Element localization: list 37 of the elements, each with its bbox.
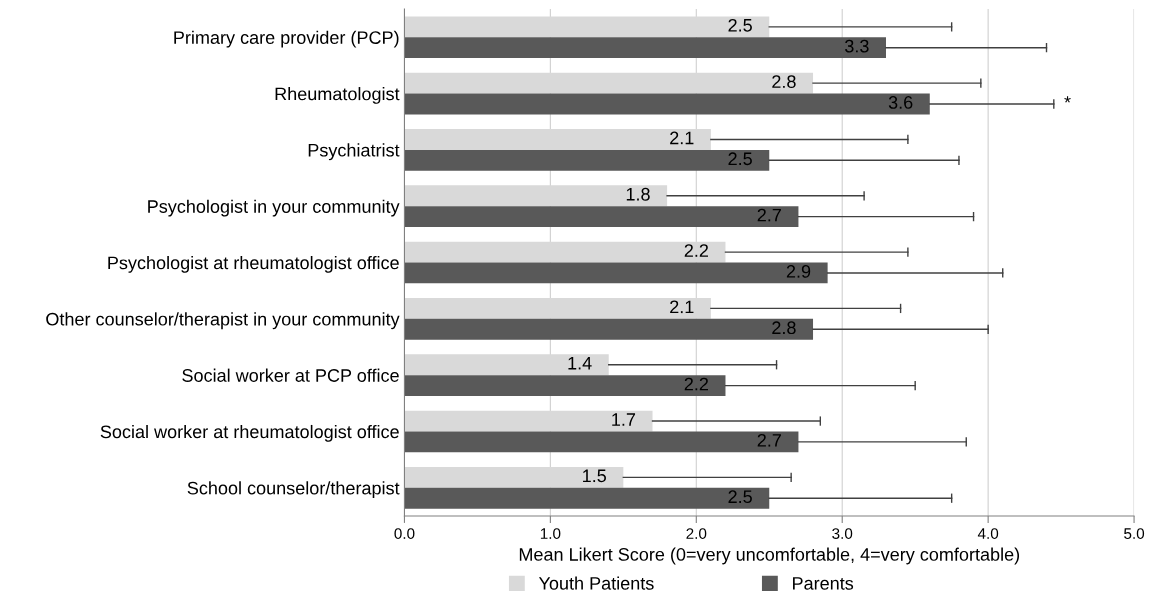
- y-tick-label: Social worker at rheumatologist office: [100, 424, 399, 442]
- x-axis-title: Mean Likert Score (0=very uncomfortable, 4=very comfortable): [519, 547, 1020, 565]
- data-label: 2.1: [670, 300, 694, 314]
- data-label: 2.1: [670, 131, 694, 145]
- y-tick-label: Rheumatologist: [275, 87, 400, 104]
- data-label: 2.5: [728, 490, 752, 504]
- annotation: *: [1064, 96, 1071, 103]
- data-label: 2.7: [757, 208, 781, 222]
- legend-label: Parents: [793, 577, 854, 590]
- x-tick-label: 0.0: [394, 528, 415, 539]
- x-tick-label: 5.0: [1124, 528, 1145, 539]
- x-tick-label: 3.0: [832, 528, 853, 539]
- data-label: 3.3: [845, 39, 869, 53]
- y-tick-label: Psychologist in your community: [148, 199, 400, 217]
- data-label: 3.6: [888, 96, 913, 109]
- y-tick-label: Social worker at PCP office: [182, 368, 399, 382]
- data-label: 2.7: [757, 433, 781, 447]
- x-tick-label: 4.0: [977, 528, 999, 539]
- data-label: 1.4: [568, 356, 592, 370]
- data-label: 2.5: [728, 18, 752, 32]
- data-label: 1.5: [583, 469, 607, 483]
- data-label: 2.9: [786, 265, 811, 278]
- data-label: 2.2: [684, 377, 708, 391]
- data-label: 1.8: [626, 187, 650, 201]
- data-label: 2.2: [684, 244, 708, 257]
- data-label: 1.7: [612, 413, 636, 426]
- data-label: 2.8: [772, 321, 796, 335]
- y-tick-label: Psychologist at rheumatologist office: [108, 255, 399, 273]
- y-tick-label: Other counselor/therapist in your community: [46, 312, 400, 330]
- x-tick-label: 2.0: [686, 528, 707, 539]
- x-tick-label: 1.0: [540, 528, 561, 539]
- data-label: 2.5: [728, 152, 752, 166]
- data-label: 2.8: [772, 75, 796, 89]
- y-tick-label: School counselor/therapist: [187, 481, 400, 499]
- y-tick-label: Psychiatrist: [308, 143, 400, 161]
- y-tick-label: Primary care provider (PCP): [174, 30, 399, 48]
- legend-label: Youth Patients: [538, 576, 654, 590]
